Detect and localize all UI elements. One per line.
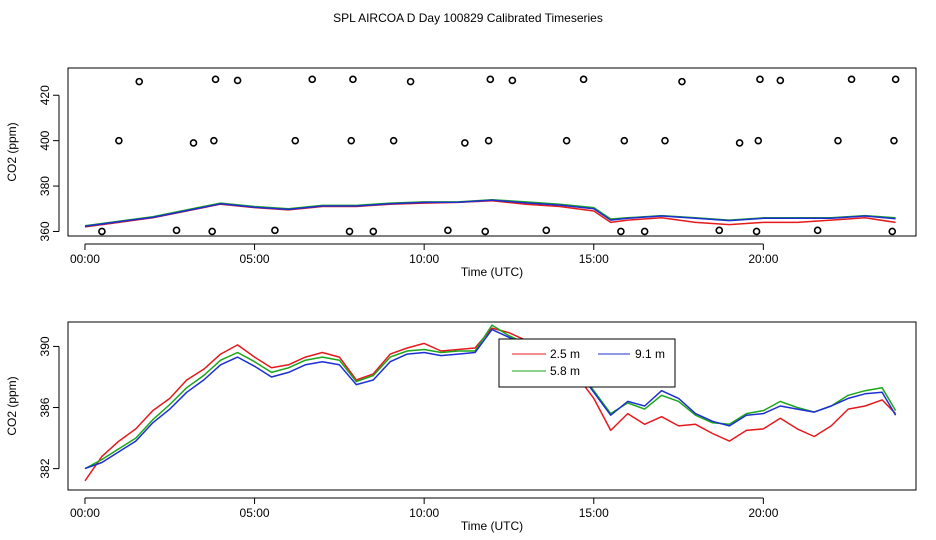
legend-label-5.8m: 5.8 m (550, 364, 580, 378)
y-tick-label: 360 (38, 221, 52, 241)
calibration-point (891, 75, 900, 84)
series-line-2.5m (84, 200, 896, 228)
x-axis: 00:00 05:00 10:00 15:00 20:00 (70, 497, 779, 520)
calibration-point (661, 136, 669, 145)
series-line-9.1m (84, 328, 897, 470)
plot-frame (67, 321, 917, 491)
calibration-point (678, 77, 686, 86)
x-tick-label: 15:00 (579, 252, 609, 266)
calibration-point (579, 75, 588, 84)
x-tick-label: 15:00 (579, 506, 609, 520)
calibration-point (562, 136, 571, 145)
calibration-point (98, 227, 106, 236)
calibration-point (444, 226, 452, 235)
x-tick-label: 00:00 (70, 506, 100, 520)
y-tick-label: 380 (38, 176, 52, 196)
calibration-point (890, 136, 898, 145)
calibration-point (210, 136, 218, 145)
calibration-point (115, 136, 123, 145)
x-tick-label: 20:00 (748, 252, 778, 266)
calibration-point (834, 136, 842, 145)
y-axis: 360 380 400 420 (38, 85, 60, 241)
legend-label-9.1m: 9.1 m (635, 347, 665, 361)
calibration-point (640, 227, 649, 236)
figure-title: SPL AIRCOA D Day 100829 Calibrated Times… (333, 11, 603, 25)
calibration-point (756, 75, 764, 84)
calibration-point (888, 227, 897, 236)
calibration-point (406, 77, 415, 86)
calibration-point (291, 136, 300, 145)
y-tick-label: 420 (38, 85, 52, 105)
calibration-point (189, 139, 198, 147)
y-axis: 382 386 390 (38, 336, 60, 479)
calibration-point (484, 136, 493, 145)
series-line-2.5m (84, 327, 897, 482)
calibration-point (211, 75, 220, 84)
calibration-point (754, 136, 763, 145)
calibration-point (345, 227, 354, 236)
calibration-point (715, 226, 724, 235)
y-tick-label: 386 (38, 397, 52, 417)
x-tick-label: 10:00 (409, 252, 439, 266)
x-axis: 00:00 05:00 10:00 15:00 20:00 (70, 243, 779, 266)
calibration-point (617, 227, 625, 236)
calibration-point (847, 75, 856, 84)
calibration-point (347, 136, 356, 145)
y-tick-label: 390 (38, 336, 52, 356)
calibration-point (620, 136, 629, 145)
legend-box (498, 338, 676, 388)
y-tick-label: 400 (38, 130, 52, 150)
y-axis-label: CO2 (ppm) (5, 376, 19, 435)
x-axis-label: Time (UTC) (461, 519, 523, 533)
calibration-point (813, 226, 822, 235)
y-tick-label: 382 (38, 458, 52, 478)
x-tick-label: 20:00 (748, 506, 778, 520)
legend: 2.5 m 9.1 m 5.8 m (498, 338, 676, 388)
calibration-point (776, 76, 785, 85)
calibration-point (735, 139, 744, 147)
calibration-point (308, 75, 317, 84)
calibration-point (481, 227, 490, 236)
x-tick-label: 10:00 (409, 506, 439, 520)
calibration-point (752, 227, 761, 236)
calibration-point (208, 227, 216, 236)
series-lines (84, 324, 897, 482)
calibration-point (542, 226, 551, 235)
calibration-point (369, 227, 378, 236)
legend-label-2.5m: 2.5 m (550, 347, 580, 361)
plot-frame (67, 67, 917, 237)
calibration-points (98, 75, 900, 236)
calibration-point (233, 76, 242, 85)
calibration-point (271, 226, 279, 235)
calibration-point (135, 77, 144, 86)
calibration-point (508, 76, 517, 85)
series-line-5.8m (84, 324, 897, 470)
x-axis-label: Time (UTC) (461, 265, 523, 279)
x-tick-label: 05:00 (240, 252, 270, 266)
calibration-point (486, 75, 495, 84)
timeseries-panel-bottom: 00:00 05:00 10:00 15:00 20:00 382 386 390 Time… (5, 321, 917, 533)
calibration-point (349, 75, 357, 84)
series-line-9.1m (84, 199, 896, 227)
series-lines (84, 198, 896, 228)
x-tick-label: 05:00 (240, 506, 270, 520)
timeseries-panel-top: 00:00 05:00 10:00 15:00 20:00 360 380 400 420 T… (5, 67, 917, 279)
calibration-point (389, 136, 398, 145)
calibration-point (461, 139, 469, 147)
calibration-point (172, 226, 181, 235)
y-axis-label: CO2 (ppm) (5, 122, 19, 181)
x-tick-label: 00:00 (70, 252, 100, 266)
